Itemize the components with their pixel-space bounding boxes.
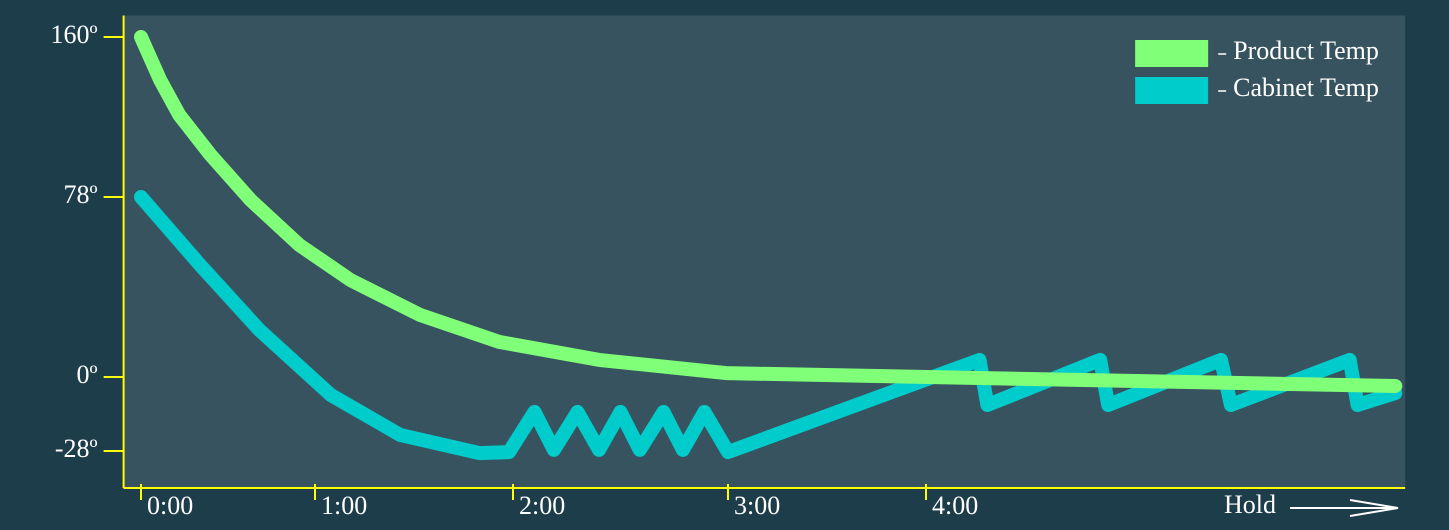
hold-arrow-head (1349, 499, 1399, 517)
y-tick-label: 78º (64, 180, 98, 209)
legend-swatch (1135, 77, 1209, 104)
y-tick-label: -28º (55, 434, 98, 463)
series-line (134, 30, 1403, 393)
x-tick-label: 3:00 (734, 491, 780, 520)
x-tick-label: 2:00 (519, 491, 565, 520)
legend-swatch (1135, 40, 1209, 67)
x-tick-label: 1:00 (321, 491, 367, 520)
hold-label: Hold (1224, 490, 1276, 519)
x-tick-label: 0:00 (147, 491, 193, 520)
y-tick-label: 0º (77, 360, 98, 389)
legend-label: Product Temp (1233, 36, 1379, 65)
y-tick-label: 160º (51, 20, 98, 49)
x-tick-label: 4:00 (932, 491, 978, 520)
legend-label: Cabinet Temp (1233, 73, 1379, 102)
series-line (134, 190, 1403, 461)
